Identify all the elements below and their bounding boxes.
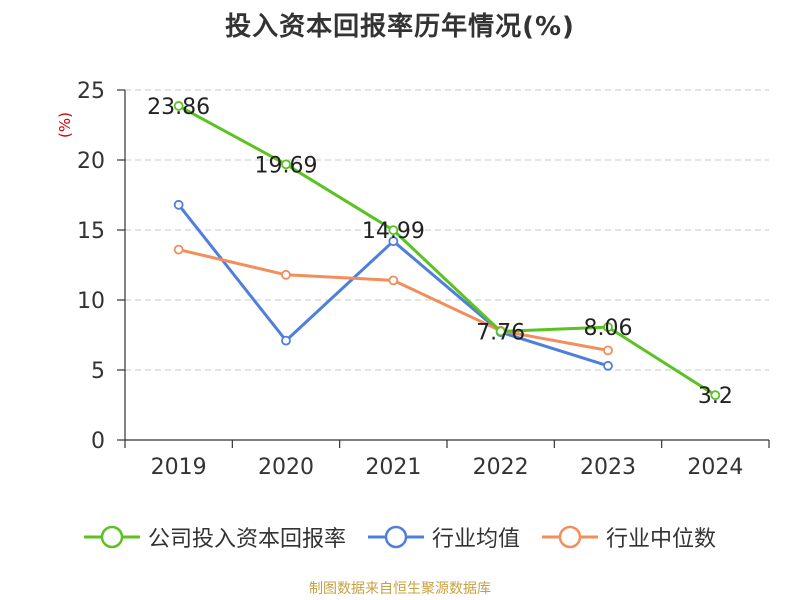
legend: 公司投入资本回报率 行业均值 行业中位数 [0, 519, 800, 555]
data-point [281, 335, 291, 346]
y-axis-label: (%) [56, 112, 74, 138]
data-point [173, 199, 184, 210]
legend-label: 行业均值 [431, 527, 520, 552]
data-point [388, 225, 399, 236]
source-note: 制图数据来自恒生聚源数据库 [309, 581, 491, 597]
legend-swatch [83, 525, 140, 549]
data-label: 14.99 [362, 219, 425, 244]
legend-label: 公司投入资本回报率 [147, 527, 346, 552]
y-tick-label: 25 [77, 79, 105, 104]
data-point [495, 326, 506, 337]
data-point [281, 159, 291, 170]
x-tick-label: 2020 [258, 455, 314, 480]
y-tick-label: 5 [91, 359, 105, 384]
y-tick-label: 15 [77, 219, 105, 244]
series-line [177, 104, 717, 397]
legend-swatch [367, 525, 424, 549]
data-point [388, 236, 399, 247]
data-label: 19.69 [255, 153, 318, 178]
y-tick-label: 10 [77, 289, 105, 314]
data-label: 3.2 [698, 384, 733, 409]
data-point [603, 322, 613, 333]
data-label: 23.86 [147, 95, 210, 120]
data-point [173, 101, 184, 111]
legend-item[interactable]: 公司投入资本回报率 [83, 521, 346, 553]
y-tick-label: 0 [91, 429, 105, 454]
legend-item[interactable]: 行业中位数 [542, 521, 716, 553]
data-label: 8.06 [584, 316, 633, 341]
x-tick-label: 2019 [151, 455, 207, 480]
data-label: 7.76 [476, 320, 525, 345]
legend-item[interactable]: 行业均值 [367, 521, 520, 553]
data-point [173, 244, 184, 255]
x-tick-label: 2022 [473, 455, 529, 480]
data-point [710, 390, 721, 401]
data-point [603, 345, 613, 356]
data-point [603, 360, 613, 371]
legend-label: 行业中位数 [606, 527, 717, 552]
legend-swatch [542, 525, 598, 549]
y-tick-label: 20 [77, 149, 105, 174]
x-tick-label: 2021 [365, 455, 421, 480]
data-point [388, 275, 399, 286]
x-tick-label: 2024 [687, 455, 743, 480]
chart-title: 投入资本回报率历年情况(%) [225, 12, 575, 42]
series-line [178, 248, 609, 352]
data-point [281, 269, 291, 280]
x-tick-label: 2023 [580, 455, 636, 480]
